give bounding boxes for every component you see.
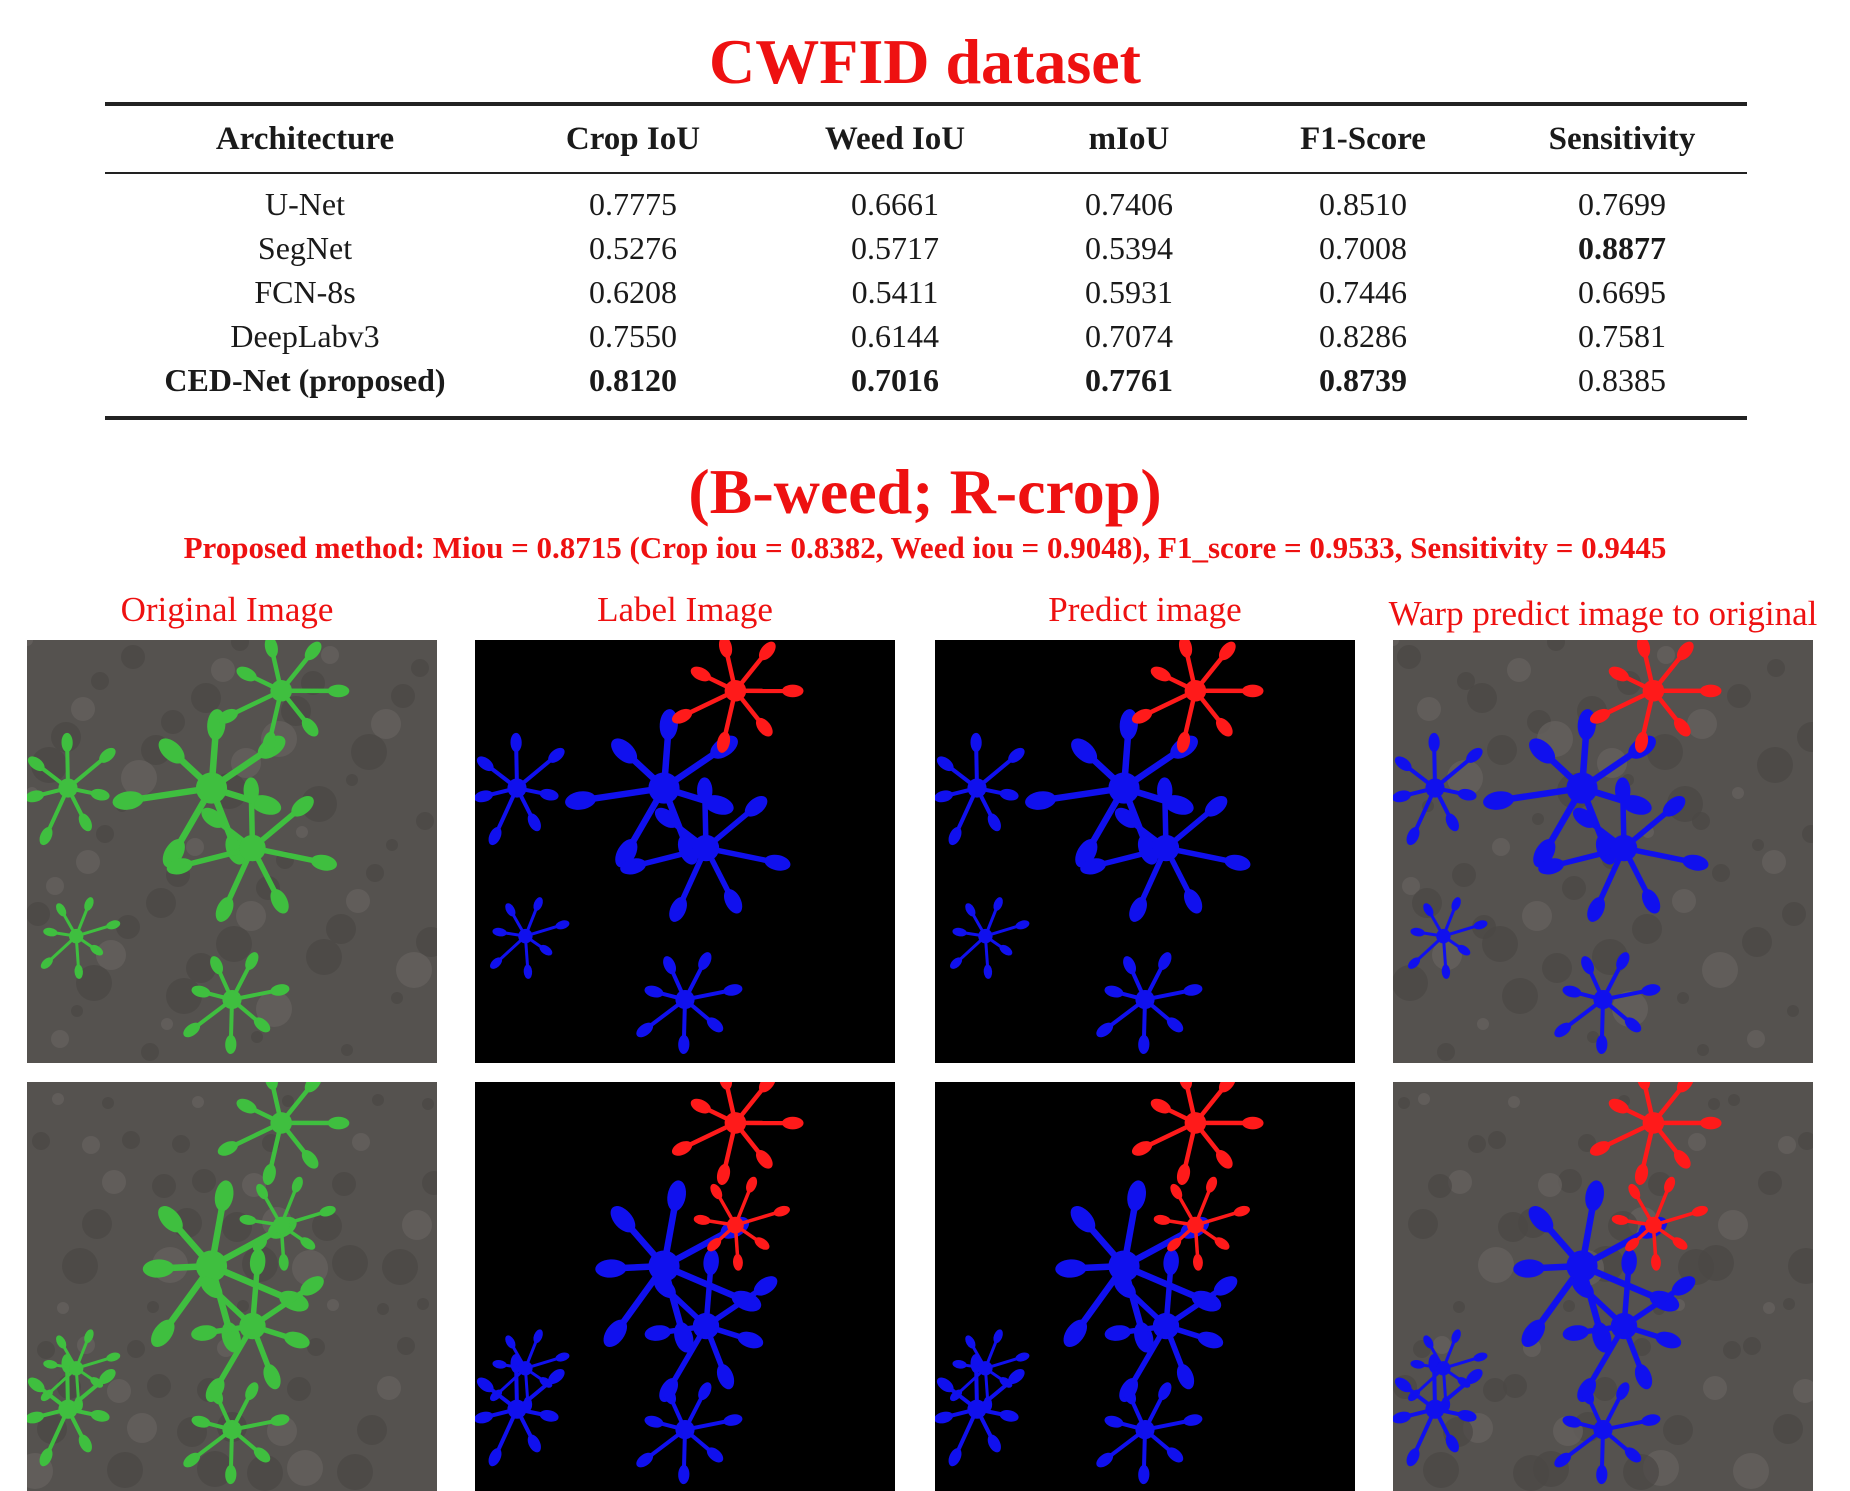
metric-cell: 0.7761 (1085, 361, 1173, 398)
metric-cell: 0.8286 (1319, 317, 1407, 354)
metric-cell: 0.7446 (1319, 273, 1407, 310)
header-sensitivity: Sensitivity (1548, 120, 1696, 157)
metric-cell: 0.7581 (1578, 317, 1666, 354)
color-legend-title: (B-weed; R-crop) (688, 456, 1162, 527)
original-image-row-1 (27, 640, 437, 1063)
header-weed-iou: Weed IoU (824, 120, 966, 157)
metric-cell: 0.8739 (1319, 361, 1407, 398)
metric-cell: 0.6695 (1578, 273, 1666, 310)
metric-cell: 0.6144 (851, 317, 939, 354)
architecture-cell: FCN-8s (254, 273, 356, 310)
header-architecture: Architecture (215, 120, 395, 157)
header-crop-iou: Crop IoU (565, 120, 701, 157)
figure-title: CWFID dataset (709, 26, 1141, 97)
predict-image-row-1 (935, 640, 1355, 1063)
metric-cell: 0.6208 (589, 273, 677, 310)
table-body: U-Net 0.7775 0.6661 0.7406 0.8510 0.7699 SegNe… (105, 182, 1747, 416)
architecture-cell: DeepLabv3 (230, 317, 380, 354)
table-top-rule (105, 102, 1747, 106)
table-row: FCN-8s 0.6208 0.5411 0.5931 0.7446 0.6695 (105, 270, 1747, 314)
label-image-row-2 (475, 1082, 895, 1491)
architecture-cell: SegNet (257, 229, 353, 266)
table-row: U-Net 0.7775 0.6661 0.7406 0.8510 0.7699 (105, 182, 1747, 226)
metric-cell: 0.5394 (1085, 229, 1173, 266)
metric-cell: 0.8385 (1578, 361, 1666, 398)
architecture-cell: CED-Net (proposed) (164, 361, 446, 398)
metric-cell: 0.5411 (851, 273, 939, 310)
table-row: CED-Net (proposed) 0.8120 0.7016 0.7761 0.87… (105, 358, 1747, 402)
table-bottom-rule (105, 416, 1747, 420)
results-table: Architecture Crop IoU Weed IoU mIoU F1-S… (105, 102, 1747, 420)
column-label-label: Label Image (597, 590, 773, 629)
metric-cell: 0.7406 (1085, 185, 1173, 222)
table-row: DeepLabv3 0.7550 0.6144 0.7074 0.8286 0.7581 (105, 314, 1747, 358)
proposed-method-summary: Proposed method: Miou = 0.8715 (Crop iou… (183, 530, 1667, 565)
metric-cell: 0.6661 (851, 185, 939, 222)
warp-image-row-1 (1393, 640, 1813, 1063)
metric-cell: 0.7775 (589, 185, 677, 222)
header-miou: mIoU (1088, 120, 1170, 157)
table-header-row: Architecture Crop IoU Weed IoU mIoU F1-S… (105, 106, 1747, 172)
header-f1-score: F1-Score (1300, 120, 1426, 157)
warp-image-row-2 (1393, 1082, 1813, 1491)
metric-cell: 0.8120 (589, 361, 677, 398)
metric-cell: 0.5717 (851, 229, 939, 266)
original-image-row-2 (27, 1082, 437, 1491)
metric-cell: 0.7074 (1085, 317, 1173, 354)
table-row: SegNet 0.5276 0.5717 0.5394 0.7008 0.8877 (105, 226, 1747, 270)
metric-cell: 0.7550 (589, 317, 677, 354)
metric-cell: 0.7016 (851, 361, 939, 398)
metric-cell: 0.5276 (589, 229, 677, 266)
predict-image-row-2 (935, 1082, 1355, 1491)
table-mid-rule (105, 172, 1747, 174)
column-label-original: Original Image (120, 590, 334, 629)
metric-cell: 0.5931 (1085, 273, 1173, 310)
architecture-cell: U-Net (265, 185, 345, 222)
metric-cell: 0.8510 (1319, 185, 1407, 222)
column-label-predict: Predict image (1048, 590, 1242, 629)
label-image-row-1 (475, 640, 895, 1063)
metric-cell: 0.7699 (1578, 185, 1666, 222)
metric-cell: 0.7008 (1319, 229, 1407, 266)
column-label-warp: Warp predict image to original (1388, 594, 1818, 633)
metric-cell: 0.8877 (1578, 229, 1666, 266)
